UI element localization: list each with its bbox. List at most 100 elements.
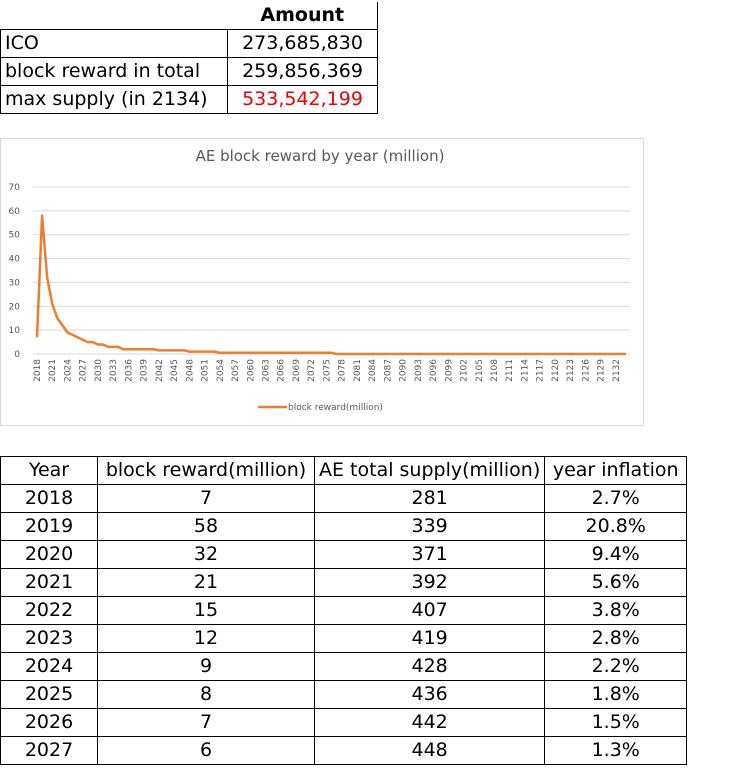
x-tick-label: 2066 [277,359,287,382]
row: 2023 12 419 2.8% [0,624,688,653]
row: 2026 7 442 1.5% [0,708,688,737]
x-tick-label: 2042 [155,359,165,382]
cell: 2025 [0,680,98,709]
cell: 12 [97,624,315,653]
cell: 371 [313,540,546,569]
x-tick-label: 2036 [124,359,134,382]
cell: 448 [313,736,546,765]
cell: 3.8% [544,596,688,625]
cell: 436 [313,680,546,709]
y-tick-label: 70 [9,183,21,193]
x-tick-label: 2120 [551,359,561,382]
cell: 419 [313,624,546,653]
line-series [35,214,626,356]
header-row: Year block reward(million) AE total supply… [0,456,688,485]
cell: 2.2% [544,652,688,681]
x-tick-label: 2105 [475,359,485,382]
x-tick-label: 2054 [216,359,226,382]
amount-cell: 533,542,199 [227,85,378,114]
row: 2027 6 448 1.3% [0,736,688,765]
cell: 21 [97,568,315,597]
chart: AE block reward by year (million) 010203… [0,138,644,426]
row: 2022 15 407 3.8% [0,596,688,625]
x-tick-label: 2057 [231,359,241,382]
y-tick-label: 10 [9,326,21,336]
cell: 339 [313,512,546,541]
y-tick-label: 60 [9,207,21,217]
cell: 58 [97,512,315,541]
cell: 281 [313,484,546,513]
yearly-table: Year block reward(million) AE total supply… [0,456,688,765]
cell: 1.5% [544,708,688,737]
y-tick-label: 20 [9,302,21,312]
row: max supply (in 2134) 533,542,199 [0,85,378,114]
cell: 9.4% [544,540,688,569]
row: 2018 7 281 2.7% [0,484,688,513]
empty-cell [1,2,228,30]
cell: 9 [97,652,315,681]
amount-cell: 259,856,369 [227,57,378,86]
cell: 1.8% [544,680,688,709]
cell: 428 [313,652,546,681]
x-tick-label: 2096 [429,359,439,382]
x-tick-label: 2048 [185,359,195,382]
x-tick-label: 2030 [94,359,104,382]
x-tick-label: 2075 [322,359,332,382]
header-row: Amount [1,2,378,30]
cell: 15 [97,596,315,625]
y-tick-label: 0 [14,350,20,360]
column-header: Amount [227,2,378,30]
summary-table: Amount ICO 273,685,830 block reward in tot… [0,2,378,114]
label-cell: ICO [0,29,228,58]
x-tick-label: 2093 [414,359,424,382]
cell: 8 [97,680,315,709]
label-cell: max supply (in 2134) [0,85,228,114]
y-tick-label: 30 [9,278,21,288]
cell: 2021 [0,568,98,597]
x-tick-label: 2090 [399,359,409,382]
row: 2024 9 428 2.2% [0,652,688,681]
x-tick-label: 2021 [48,359,58,382]
cell: 32 [97,540,315,569]
cell: 2022 [0,596,98,625]
column-header: AE total supply(million) [313,456,546,485]
cell: 7 [97,708,315,737]
x-tick-label: 2063 [261,359,271,382]
row: block reward in total 259,856,369 [0,57,378,86]
chart-title: AE block reward by year (million) [196,147,445,165]
x-tick-label: 2099 [444,359,454,382]
row: 2021 21 392 5.6% [0,568,688,597]
x-tick-label: 2018 [33,359,43,382]
x-tick-label: 2078 [338,359,348,382]
x-tick-label: 2087 [383,359,393,382]
legend-label: block reward(million) [288,403,383,413]
cell: 2026 [0,708,98,737]
cell: 1.3% [544,736,688,765]
x-tick-label: 2081 [353,359,363,382]
x-tick-label: 2132 [612,359,622,382]
cell: 2027 [0,736,98,765]
column-header: Year [0,456,98,485]
cell: 20.8% [544,512,688,541]
cell: 2.7% [544,484,688,513]
x-tick-label: 2084 [368,359,378,382]
cell: 2023 [0,624,98,653]
cell: 407 [313,596,546,625]
x-tick-label: 2072 [307,359,317,382]
x-tick-label: 2114 [520,359,530,382]
cell: 2019 [0,512,98,541]
cell: 2.8% [544,624,688,653]
x-tick-label: 2033 [109,359,119,382]
x-tick-label: 2111 [505,359,515,382]
cell: 2018 [0,484,98,513]
cell: 392 [313,568,546,597]
x-tick-label: 2027 [79,359,89,382]
cell: 442 [313,708,546,737]
row: ICO 273,685,830 [0,29,378,58]
y-tick-label: 50 [9,231,21,241]
x-tick-label: 2102 [460,359,470,382]
cell: 2024 [0,652,98,681]
row: 2019 58 339 20.8% [0,512,688,541]
x-tick-label: 2069 [292,359,302,382]
row: 2020 32 371 9.4% [0,540,688,569]
